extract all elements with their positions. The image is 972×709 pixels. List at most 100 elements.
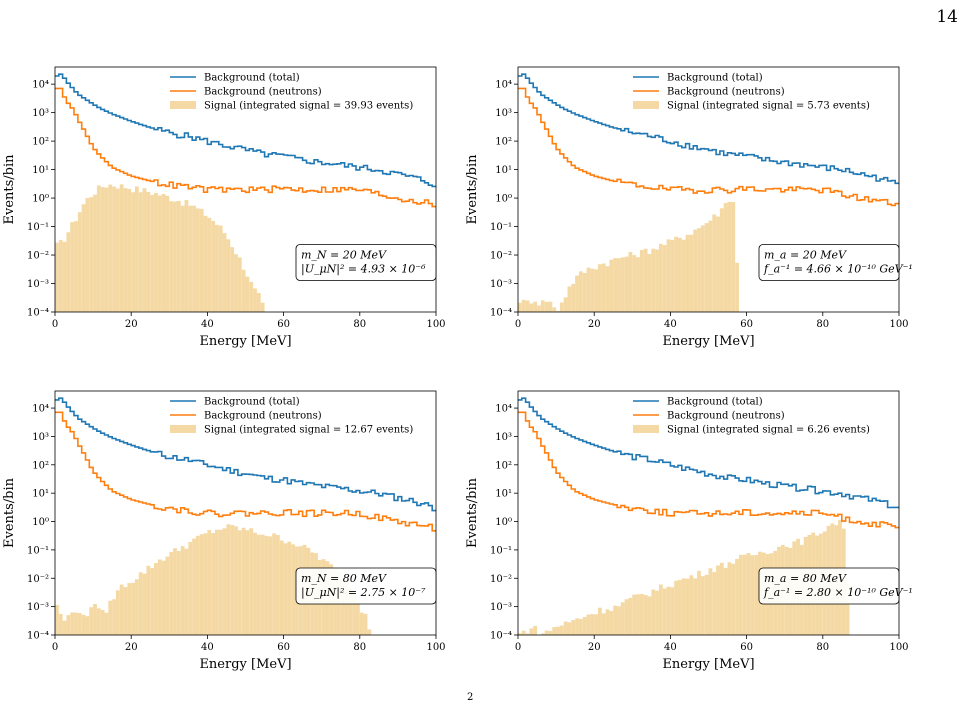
y-axis-label: Events/bin	[465, 154, 480, 225]
legend-entry: Signal (integrated signal = 39.93 events…	[204, 101, 413, 112]
signal-bar	[355, 602, 360, 635]
y-tick-label: 10⁻³	[27, 279, 49, 290]
signal-bar	[127, 583, 132, 635]
legend-entry: Background (neutrons)	[204, 411, 322, 422]
legend-entry: Background (total)	[204, 73, 300, 84]
axes-frame	[517, 390, 900, 636]
signal-bar	[754, 555, 759, 635]
signal-bar	[731, 563, 736, 635]
signal-bar	[234, 526, 238, 635]
signal-bar	[135, 579, 139, 635]
signal-bar	[552, 307, 557, 312]
signal-bar	[119, 184, 124, 312]
signal-bar	[636, 594, 640, 635]
y-axis-label: Events/bin	[2, 477, 17, 548]
y-tick-label: 10⁴	[32, 404, 49, 415]
series-line-background-neutrons	[518, 87, 899, 207]
signal-bar	[590, 268, 595, 312]
signal-bar	[738, 554, 743, 635]
legend-entry: Background (total)	[667, 73, 763, 84]
signal-bar	[666, 239, 671, 312]
signal-bar	[719, 208, 724, 312]
signal-bar	[180, 546, 185, 635]
signal-bar	[700, 576, 705, 635]
signal-bar	[108, 184, 113, 312]
signal-bar	[253, 288, 257, 312]
signal-bar	[291, 544, 296, 635]
signal-bar	[571, 283, 576, 312]
signal-bar	[230, 247, 235, 312]
signal-bar	[685, 234, 690, 312]
signal-bar	[150, 568, 155, 635]
signal-bar	[256, 293, 261, 312]
signal-bar	[639, 593, 644, 635]
signal-bar	[207, 530, 212, 635]
signal-bar	[66, 232, 71, 312]
signal-bar	[157, 195, 162, 312]
signal-bar	[142, 573, 147, 635]
signal-bar	[674, 580, 679, 635]
signal-bar	[750, 555, 755, 635]
signal-bar	[55, 605, 59, 635]
signal-bar	[363, 613, 368, 635]
signal-bar	[112, 599, 116, 635]
signal-bar	[77, 212, 82, 312]
signal-bar	[146, 565, 151, 635]
x-tick-label: 0	[515, 319, 521, 330]
y-tick-label: 10²	[32, 137, 49, 148]
signal-bar	[712, 572, 717, 635]
signal-bar	[700, 225, 705, 312]
signal-bar	[131, 192, 136, 312]
signal-bar	[264, 535, 269, 635]
signal-bar	[681, 578, 686, 635]
y-tick-label: 10⁻¹	[490, 222, 512, 233]
signal-bar	[135, 186, 139, 312]
signal-bar	[154, 192, 158, 312]
signal-bar	[55, 242, 59, 312]
signal-bar	[131, 582, 136, 635]
signal-bar	[708, 568, 713, 635]
signal-bar	[563, 621, 568, 635]
legend-entry: Background (neutrons)	[204, 87, 322, 98]
x-tick-label: 100	[889, 642, 908, 653]
signal-bar	[521, 299, 526, 312]
x-tick-label: 60	[740, 319, 753, 330]
signal-bar	[586, 614, 591, 635]
x-tick-label: 60	[277, 319, 290, 330]
legend-entry: Signal (integrated signal = 5.73 events)	[667, 101, 870, 112]
signal-bar	[173, 548, 177, 635]
signal-bar	[521, 630, 526, 635]
signal-bar	[245, 530, 250, 635]
signal-bar	[192, 538, 196, 635]
annotation-line: f_a⁻¹ = 4.66 × 10⁻¹⁰ GeV⁻¹	[763, 263, 913, 276]
signal-bar	[215, 224, 219, 312]
x-tick-label: 0	[52, 319, 58, 330]
signal-bar	[184, 199, 189, 312]
signal-bar	[85, 198, 90, 312]
signal-bar	[89, 197, 94, 312]
signal-bar	[108, 600, 113, 635]
signal-bar	[199, 208, 204, 312]
y-tick-label: 10⁰	[495, 517, 512, 528]
y-tick-label: 10²	[495, 137, 512, 148]
signal-bar	[647, 596, 652, 635]
signal-bar	[556, 310, 560, 312]
signal-bar	[548, 631, 553, 635]
signal-bar	[712, 214, 717, 312]
x-tick-label: 80	[816, 319, 829, 330]
signal-bar	[613, 258, 618, 312]
signal-bar	[529, 628, 534, 635]
legend-swatch	[170, 425, 196, 433]
x-tick-label: 40	[664, 642, 677, 653]
signal-bar	[218, 529, 223, 635]
signal-bar	[716, 565, 720, 635]
y-tick-label: 10⁴	[32, 80, 49, 91]
signal-bar	[253, 532, 257, 635]
signal-bar	[215, 529, 219, 635]
signal-bar	[96, 185, 101, 312]
annotation-line: m_a = 80 MeV	[764, 572, 847, 585]
y-tick-label: 10⁻¹	[490, 545, 512, 556]
signal-bar	[58, 239, 63, 312]
signal-bar	[203, 215, 208, 312]
signal-bar	[533, 301, 538, 312]
